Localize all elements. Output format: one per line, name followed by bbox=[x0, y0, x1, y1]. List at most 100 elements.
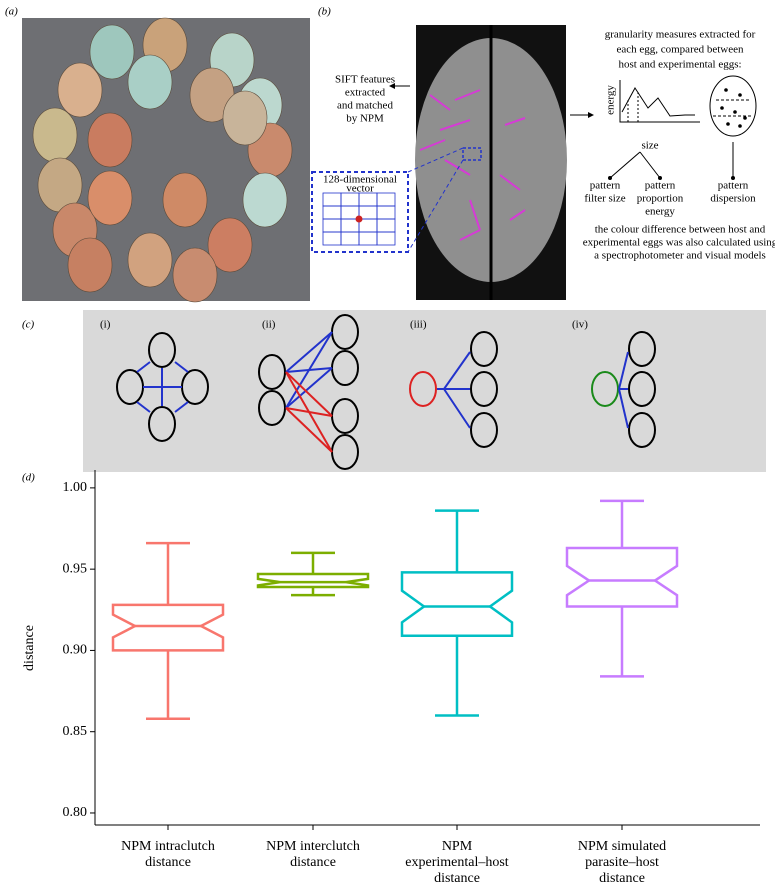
sift-match bbox=[419, 139, 446, 151]
x-tick-label: distance bbox=[290, 855, 336, 870]
sift-text: by NPM bbox=[346, 113, 384, 125]
link bbox=[443, 388, 471, 429]
egg bbox=[242, 172, 288, 228]
dot bbox=[738, 124, 742, 128]
link bbox=[618, 351, 629, 390]
egg-outline bbox=[591, 371, 619, 407]
arrow-head bbox=[588, 112, 594, 118]
granularity-text: granularity measures extracted for bbox=[605, 29, 756, 41]
dot bbox=[720, 106, 724, 110]
panel-c-bg bbox=[83, 310, 766, 472]
y-tick-label: 0.95 bbox=[63, 561, 88, 576]
box bbox=[565, 546, 679, 608]
sub-label: (iv) bbox=[572, 319, 588, 331]
dispersion-egg bbox=[709, 75, 757, 137]
egg-outline bbox=[470, 331, 498, 367]
colour-text: the colour difference between host and bbox=[595, 224, 766, 236]
egg-outline bbox=[409, 371, 437, 407]
vector-cell bbox=[322, 218, 342, 233]
sift-match bbox=[509, 209, 526, 221]
output-text: proportion bbox=[637, 193, 684, 205]
zoom-line bbox=[407, 147, 464, 173]
dot bbox=[733, 110, 737, 114]
vector-cell bbox=[376, 192, 396, 207]
sift-match bbox=[499, 174, 521, 191]
sub-label: (iii) bbox=[410, 319, 427, 331]
x-tick-label: experimental–host bbox=[405, 855, 509, 870]
link bbox=[285, 371, 333, 453]
arrow bbox=[609, 151, 641, 179]
egg bbox=[222, 90, 268, 146]
link bbox=[618, 388, 629, 429]
sift-match bbox=[454, 89, 481, 101]
output-text: filter size bbox=[584, 193, 625, 205]
egg-outline bbox=[148, 332, 176, 368]
zoom-line bbox=[407, 159, 464, 253]
arrow-tip bbox=[731, 176, 735, 180]
vector-text: 128-dimensional bbox=[323, 174, 397, 186]
link bbox=[443, 351, 471, 390]
egg bbox=[127, 232, 173, 288]
arrow-tip bbox=[658, 176, 662, 180]
box bbox=[256, 572, 370, 589]
link bbox=[174, 361, 189, 373]
egg-outline bbox=[258, 354, 286, 390]
axis-label: energy bbox=[605, 85, 617, 115]
y-tick-label: 1.00 bbox=[63, 480, 88, 495]
panel-label: (c) bbox=[22, 319, 35, 331]
sub-label: (i) bbox=[100, 319, 111, 331]
colour-text: experimental eggs was also calculated us… bbox=[583, 237, 775, 249]
colour-text: a spectrophotometer and visual models bbox=[594, 250, 766, 262]
output-text: dispersion bbox=[710, 193, 756, 205]
link bbox=[285, 331, 333, 373]
sift-match bbox=[444, 159, 471, 176]
link bbox=[285, 367, 333, 373]
egg bbox=[32, 107, 78, 163]
y-tick-label: 0.80 bbox=[63, 805, 88, 820]
axis-label: size bbox=[641, 140, 658, 152]
x-tick-label: parasite–host bbox=[585, 855, 659, 870]
panel-label: (a) bbox=[5, 6, 18, 18]
egg-outline bbox=[148, 406, 176, 442]
sift-match bbox=[469, 199, 481, 231]
egg-outline bbox=[258, 390, 286, 426]
egg bbox=[87, 170, 133, 226]
output-text: pattern bbox=[590, 180, 621, 192]
x-tick-label: NPM bbox=[442, 839, 473, 854]
x-tick-label: NPM simulated bbox=[578, 839, 666, 854]
egg bbox=[127, 54, 173, 110]
box bbox=[400, 571, 514, 638]
vector-box bbox=[311, 171, 409, 253]
dot bbox=[724, 88, 728, 92]
dot bbox=[726, 122, 730, 126]
panel-label: (d) bbox=[22, 472, 35, 484]
x-tick-label: distance bbox=[434, 871, 480, 886]
sift-match bbox=[429, 94, 451, 111]
x-tick-label: NPM interclutch bbox=[266, 839, 360, 854]
granularity-text: host and experimental eggs: bbox=[618, 59, 741, 71]
output-text: pattern bbox=[718, 180, 749, 192]
egg-outline bbox=[628, 331, 656, 367]
box bbox=[111, 603, 225, 652]
vector-text: vector bbox=[346, 183, 374, 195]
y-axis-label: distance bbox=[22, 625, 37, 671]
vector-cell bbox=[322, 231, 342, 246]
egg bbox=[172, 247, 218, 303]
link bbox=[285, 407, 333, 453]
sift-match bbox=[504, 117, 526, 126]
vector-cell bbox=[358, 231, 378, 246]
arrow bbox=[639, 151, 661, 179]
egg bbox=[89, 24, 135, 80]
egg bbox=[67, 237, 113, 293]
egg bbox=[162, 172, 208, 228]
sift-match bbox=[439, 119, 471, 131]
link bbox=[285, 367, 333, 409]
arrow-tip bbox=[608, 176, 612, 180]
egg-outline bbox=[470, 412, 498, 448]
output-text: energy bbox=[645, 206, 675, 218]
egg-outline bbox=[470, 371, 498, 407]
vector-cell bbox=[340, 192, 360, 207]
sub-label: (ii) bbox=[262, 319, 276, 331]
egg bbox=[57, 62, 103, 118]
